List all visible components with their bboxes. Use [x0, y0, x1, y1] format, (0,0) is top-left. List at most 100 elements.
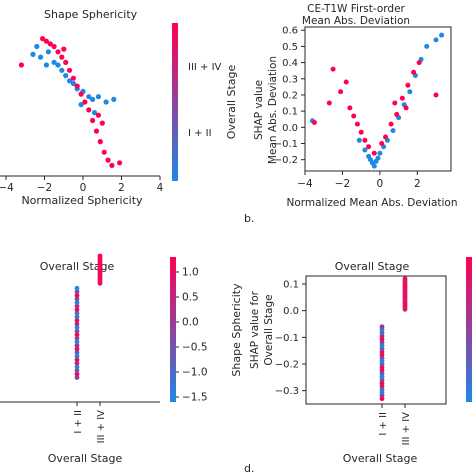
panel-b-point	[405, 82, 411, 88]
panel-c-colorbar-tick-label: −1.5	[182, 392, 208, 404]
panel-a-point	[43, 38, 50, 44]
panel-c-point	[74, 357, 80, 363]
panel-b-point	[351, 113, 357, 119]
panel-a-point	[70, 80, 76, 87]
panel-d-xtick-label: III + IV	[401, 412, 412, 446]
panel-c-point	[74, 375, 80, 380]
panel-c-colorbar-label: Shape Sphericity	[230, 283, 243, 377]
panel-a-point	[90, 117, 96, 124]
panel-a-xtick-label: 0	[80, 182, 87, 194]
panel-c-point	[74, 368, 80, 373]
panel-b-point	[366, 144, 372, 150]
panel-c-colorbar-tick-label: −0.5	[182, 342, 208, 354]
panel-a-point	[111, 96, 117, 102]
panel-c-point	[74, 328, 80, 334]
panel-c-point	[74, 300, 80, 305]
panel-a-point	[63, 73, 69, 79]
panel-c-colorbar-tick-label: 0.0	[182, 317, 199, 329]
panel-b-xtick-label: 0	[377, 178, 384, 190]
panel-b-point	[383, 134, 388, 140]
panel-c-point	[74, 310, 80, 316]
panel-a-point	[34, 43, 40, 50]
panel-c-title: Overall Stage	[40, 260, 115, 273]
panel-d-point	[379, 324, 385, 330]
panel-d-ytick-label: −0.3	[275, 386, 299, 397]
panel-d-xlabel: Overall Stage	[343, 452, 418, 465]
panel-a-xtick-label: −2	[37, 182, 52, 194]
panel-a-point	[103, 99, 109, 105]
panel-a-point	[91, 110, 98, 116]
panel-a-point	[61, 46, 67, 52]
panel-b-points	[310, 32, 445, 169]
panel-a-point	[101, 149, 107, 155]
panel-c-point	[74, 332, 80, 338]
panel-b-point	[403, 105, 409, 111]
panel-b-point	[392, 100, 398, 106]
panel-a-point	[40, 36, 46, 42]
panel-a-point	[78, 102, 84, 108]
panel-b-point	[439, 32, 445, 38]
panel-a-point	[38, 54, 44, 60]
panel-b-ytick-label: 0.2	[282, 90, 298, 101]
panel-b-point	[375, 155, 381, 161]
panel-a-point	[47, 41, 53, 47]
panel-b-point	[371, 150, 377, 156]
panel-a-title: Shape Sphericity	[44, 8, 138, 21]
panel-b-point	[424, 43, 430, 49]
panel-d-title: Overall Stage	[335, 260, 410, 273]
panel-a-point	[95, 112, 101, 118]
panel-c-point	[74, 314, 80, 320]
panel-a-point	[59, 67, 65, 73]
panel-c-point	[74, 335, 80, 341]
panel-a-point	[59, 54, 65, 60]
panel-b-point	[343, 79, 349, 85]
panel-b-point	[416, 60, 422, 66]
panel-d-ylabel-line2: Overall Stage	[263, 294, 275, 365]
panel-c-xtick-label: III + IV	[96, 410, 107, 444]
panel-b-ytick-label: 0.4	[282, 58, 298, 69]
panel-a-point	[43, 62, 50, 68]
panel-c-point	[74, 307, 80, 313]
panel-c-point	[74, 285, 80, 291]
panel-b-point	[356, 137, 362, 143]
panel-b-point	[399, 95, 405, 101]
panel-a-point	[105, 157, 111, 163]
panel-a-point	[117, 160, 123, 166]
panel-a-point	[66, 67, 73, 73]
panel-d-xtick-label: I + II	[378, 412, 389, 436]
panel-b-ytick-label: 0.1	[282, 107, 298, 118]
panel-b-point	[379, 141, 385, 146]
panel-a-colorbar-top-label: III + IV	[188, 62, 222, 73]
panel-b-point	[388, 121, 394, 127]
panel-b-label: b.	[244, 212, 254, 225]
panel-c-point	[74, 318, 80, 323]
panel-b-xtick-label: −4	[297, 178, 313, 190]
panel-a-point	[78, 91, 84, 97]
panel-b-point	[433, 92, 439, 98]
panel-b-ytick-label: 0.3	[282, 74, 298, 85]
panel-a-colorbar-bottom-label: I + II	[188, 128, 212, 139]
panel-c-point	[74, 296, 80, 302]
panel-c-colorbar-tick-label: 1.0	[182, 267, 199, 279]
panel-a-xtick-label: −4	[0, 182, 14, 194]
panel-a-xlabel: Normalized Sphericity	[21, 194, 143, 207]
panel-c-point	[74, 289, 80, 295]
panel-b-point	[394, 111, 400, 117]
panel-b-point	[354, 121, 360, 127]
panel-d-label: d.	[244, 462, 254, 474]
panel-d-ytick-label: 0.1	[283, 280, 299, 291]
panel-a-points	[18, 36, 123, 168]
panel-c-point	[74, 360, 80, 366]
panel-c-point	[97, 253, 103, 259]
panel-b: CE-T1W First-order Mean Abs. Deviation S…	[244, 3, 458, 225]
panel-d-ylabel-line1: SHAP value for	[249, 290, 261, 369]
panel-a-point	[45, 49, 52, 55]
panel-a-point	[18, 62, 24, 68]
panel-b-xlabel: Normalized Mean Abs. Deviation	[286, 197, 457, 209]
panel-d: Overall Stage SHAP value for Overall Sta…	[244, 257, 472, 474]
panel-c-point	[74, 343, 80, 348]
panel-c-point	[74, 293, 80, 298]
panel-c-point	[74, 346, 80, 352]
panel-b-point	[326, 100, 332, 106]
panel-c-colorbar-tick-label: −1.0	[182, 367, 208, 379]
